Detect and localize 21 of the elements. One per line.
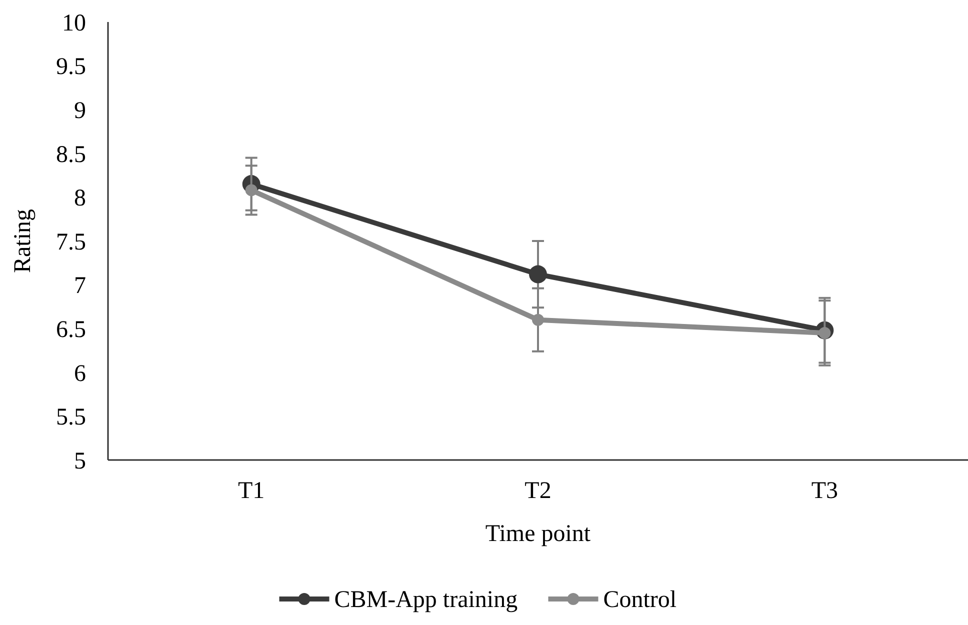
y-tick-label: 7: [74, 273, 86, 300]
y-tick-label: 8: [74, 186, 86, 212]
point: [245, 184, 258, 196]
x-tick-label: T1: [238, 478, 265, 504]
point: [529, 265, 547, 284]
point: [532, 314, 544, 326]
y-tick-label: 6.5: [56, 317, 86, 343]
y-tick-label: 10: [62, 10, 86, 36]
y-tick-label: 6: [74, 360, 86, 387]
x-tick-label: T3: [811, 478, 838, 504]
x-axis-title: Time point: [485, 521, 591, 547]
y-axis-title: Rating: [10, 209, 36, 273]
y-tick-label: 9: [74, 98, 86, 124]
y-tick-label: 8.5: [56, 142, 86, 168]
y-tick-label: 7.5: [56, 229, 86, 256]
y-tick-label: 5: [74, 448, 86, 474]
y-tick-label: 5.5: [56, 404, 86, 431]
legend-label: CBM-App training: [334, 587, 518, 613]
legend-label: Control: [603, 587, 677, 613]
x-tick-label: T2: [524, 478, 552, 504]
y-tick-label: 9.5: [56, 54, 86, 80]
